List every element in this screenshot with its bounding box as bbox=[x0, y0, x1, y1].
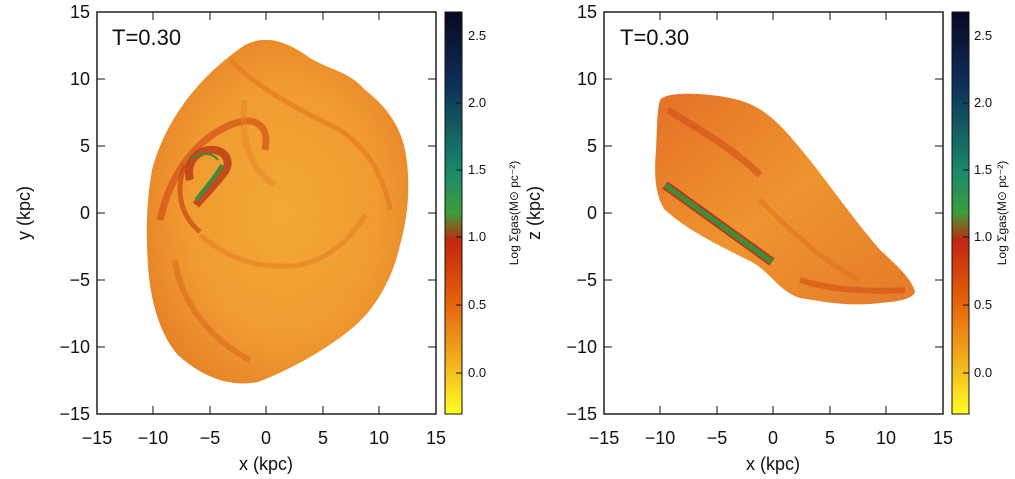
x-axis-label: x (kpc) bbox=[746, 454, 800, 474]
ytick-label: 0 bbox=[587, 203, 597, 223]
ytick-label: 10 bbox=[70, 69, 90, 89]
gas-density-image-xy bbox=[146, 39, 409, 384]
time-label: T=0.30 bbox=[112, 25, 181, 50]
gas-density-image-xz bbox=[655, 93, 915, 305]
colorbar-tick-label: 0.5 bbox=[974, 297, 992, 312]
ytick-label: −5 bbox=[576, 270, 597, 290]
panel-xy: −15 −10 −5 0 5 10 15 15 10 5 0 −5 −10 −1… bbox=[14, 2, 446, 474]
ytick-label: −15 bbox=[566, 404, 597, 424]
xtick-label: 15 bbox=[933, 428, 953, 448]
ytick-label: −5 bbox=[69, 270, 90, 290]
colorbar-tick-label: 2.5 bbox=[974, 28, 992, 43]
xtick-label: 10 bbox=[876, 428, 896, 448]
colorbar-tick-label: 2.0 bbox=[468, 95, 486, 110]
xtick-label: 5 bbox=[825, 428, 835, 448]
xtick-label: −5 bbox=[200, 428, 221, 448]
time-label: T=0.30 bbox=[620, 25, 689, 50]
colorbar-tick-label: 1.0 bbox=[468, 229, 486, 244]
xtick-label: −10 bbox=[645, 428, 676, 448]
colorbar-tick-label: 1.5 bbox=[468, 162, 486, 177]
ytick-label: −10 bbox=[566, 337, 597, 357]
xtick-label: 5 bbox=[318, 428, 328, 448]
colorbar-tick-label: 2.0 bbox=[974, 95, 992, 110]
colorbar-tick-label: 2.5 bbox=[468, 28, 486, 43]
z-axis-label: z (kpc) bbox=[524, 186, 544, 240]
xtick-label: −5 bbox=[707, 428, 728, 448]
ytick-label: 15 bbox=[70, 2, 90, 22]
xtick-label: −10 bbox=[138, 428, 169, 448]
x-axis-label: x (kpc) bbox=[239, 454, 293, 474]
ytick-label: 10 bbox=[577, 69, 597, 89]
ticks-xz bbox=[603, 11, 944, 415]
ytick-label: −15 bbox=[59, 404, 90, 424]
ytick-label: 5 bbox=[80, 136, 90, 156]
xtick-label: −15 bbox=[82, 428, 113, 448]
xtick-label: 0 bbox=[261, 428, 271, 448]
colorbar-tick-label: 1.5 bbox=[974, 162, 992, 177]
colorbar-gradient bbox=[951, 11, 970, 415]
xtick-label: 0 bbox=[768, 428, 778, 448]
y-axis-label: y (kpc) bbox=[14, 186, 34, 240]
colorbar-tick-label: 0.0 bbox=[468, 365, 486, 380]
colorbar-tick-label: 1.0 bbox=[974, 229, 992, 244]
xtick-label: 10 bbox=[369, 428, 389, 448]
ticks-xy bbox=[96, 11, 437, 415]
ytick-label: 15 bbox=[577, 2, 597, 22]
colorbar-xy: 2.5 2.0 1.5 1.0 0.5 0.0 Log Σgas(M⊙ pc⁻²… bbox=[444, 11, 521, 415]
ytick-label: −10 bbox=[59, 337, 90, 357]
colorbar-xz: 2.5 2.0 1.5 1.0 0.5 0.0 Log Σgas(M⊙ pc⁻²… bbox=[951, 11, 1009, 415]
colorbar-tick-label: 0.0 bbox=[974, 365, 992, 380]
colorbar-tick-label: 0.5 bbox=[468, 297, 486, 312]
ytick-label: 0 bbox=[80, 203, 90, 223]
xtick-label: −15 bbox=[589, 428, 620, 448]
xtick-label: 15 bbox=[426, 428, 446, 448]
panel-xz: −15 −10 −5 0 5 10 15 15 10 5 0 −5 −10 −1… bbox=[524, 2, 953, 474]
colorbar-label: Log Σgas(M⊙ pc⁻²) bbox=[507, 161, 521, 266]
colorbar-gradient bbox=[444, 11, 463, 415]
colorbar-label: Log Σgas(M⊙ pc⁻²) bbox=[995, 161, 1009, 266]
ytick-label: 5 bbox=[587, 136, 597, 156]
